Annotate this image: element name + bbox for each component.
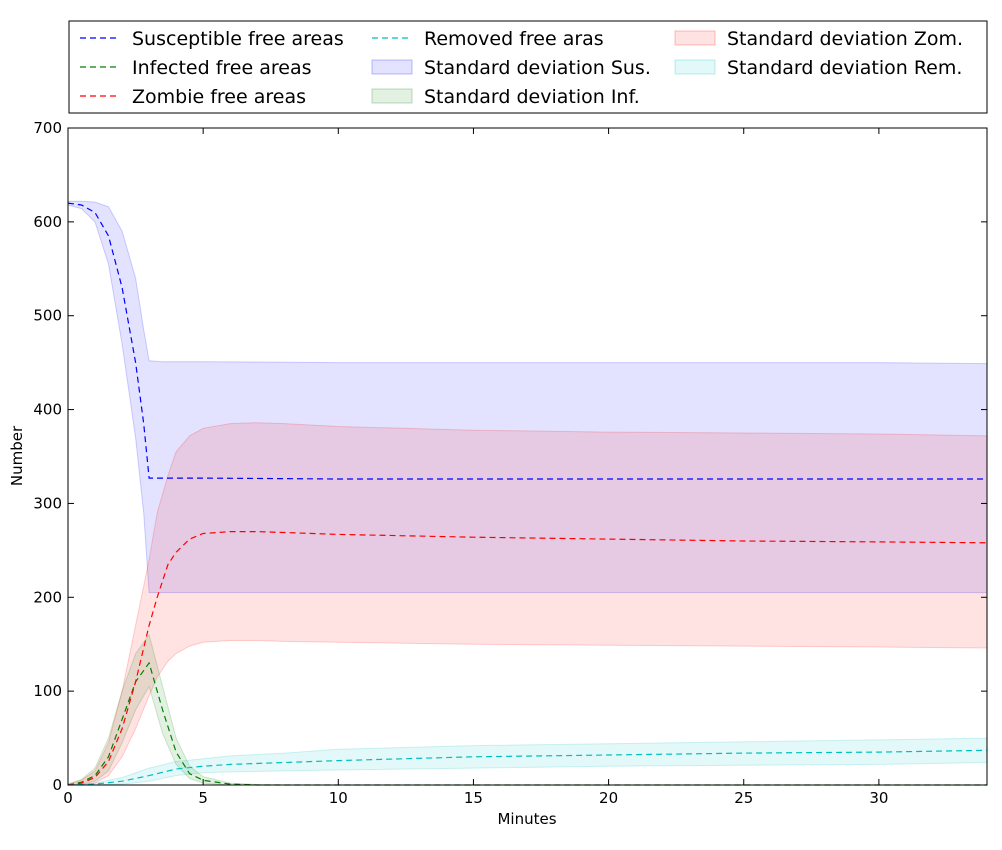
x-tick-label: 30 (869, 789, 888, 807)
legend-swatch (674, 59, 716, 75)
legend-frame (68, 20, 988, 114)
legend-swatch (674, 30, 716, 46)
y-tick-label: 0 (52, 776, 62, 794)
x-tick-label: 5 (198, 789, 208, 807)
x-tick-label: 20 (599, 789, 618, 807)
legend-item-standard-deviation-rem: Standard deviation Rem. (674, 57, 962, 79)
legend-item-standard-deviation-zom: Standard deviation Zom. (674, 28, 963, 50)
y-axis-label: Number (8, 425, 26, 486)
legend-label: Standard deviation Sus. (424, 57, 651, 79)
legend-label: Removed free aras (424, 28, 604, 50)
legend-label: Standard deviation Rem. (727, 57, 962, 79)
legend-item-susceptible-free-areas: Susceptible free areas (80, 28, 344, 50)
series-line-removed-free-aras (67, 749, 988, 786)
y-tick-label: 300 (33, 494, 62, 512)
legend-swatch (371, 59, 413, 75)
legend-item-infected-free-areas: Infected free areas (80, 57, 311, 79)
legend-item-standard-deviation-sus: Standard deviation Sus. (371, 57, 651, 79)
legend-label: Zombie free areas (132, 86, 306, 108)
legend-item-zombie-free-areas: Zombie free areas (80, 86, 306, 108)
series-line-susceptible-free-areas (67, 202, 987, 480)
bands-layer (67, 200, 988, 786)
y-tick-label: 600 (33, 213, 62, 231)
series-line-zombie-free-areas (67, 530, 988, 786)
legend-label: Infected free areas (132, 57, 311, 79)
legend-label: Susceptible free areas (132, 28, 344, 50)
legend-item-removed-free-aras: Removed free aras (372, 28, 604, 50)
x-tick-label: 25 (734, 789, 753, 807)
y-tick-label: 700 (33, 119, 62, 137)
y-tick-label: 100 (33, 682, 62, 700)
legend: Susceptible free areas Infected free area… (68, 20, 988, 114)
x-tick-label: 15 (464, 789, 483, 807)
x-tick-label: 0 (63, 789, 73, 807)
x-axis-label: Minutes (497, 810, 556, 828)
legend-label: Standard deviation Inf. (424, 86, 640, 108)
y-tick-label: 500 (33, 307, 62, 325)
legend-label: Standard deviation Zom. (727, 28, 963, 50)
y-tick-label: 400 (33, 401, 62, 419)
plot-frame (67, 127, 988, 786)
y-tick-label: 200 (33, 588, 62, 606)
legend-item-standard-deviation-inf: Standard deviation Inf. (371, 86, 640, 108)
x-tick-label: 10 (329, 789, 348, 807)
legend-swatch (371, 88, 413, 104)
